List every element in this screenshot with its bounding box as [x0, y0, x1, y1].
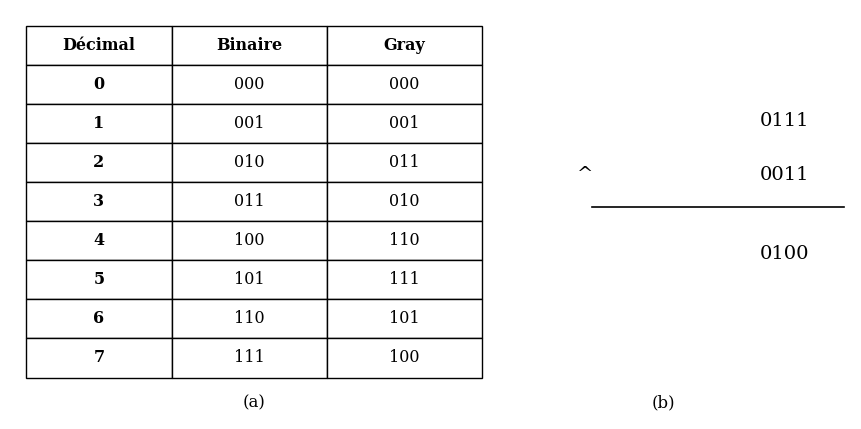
- Text: 010: 010: [389, 193, 420, 210]
- Bar: [26, 65, 172, 104]
- Bar: [327, 299, 482, 338]
- Bar: [172, 182, 327, 221]
- Bar: [327, 26, 482, 65]
- Text: 5: 5: [93, 271, 104, 288]
- Bar: [172, 338, 327, 378]
- Bar: [26, 338, 172, 378]
- Text: 6: 6: [93, 311, 104, 327]
- Bar: [327, 260, 482, 299]
- Text: 1: 1: [93, 115, 104, 132]
- Bar: [327, 143, 482, 182]
- Bar: [327, 182, 482, 221]
- Text: 111: 111: [389, 271, 420, 288]
- Bar: [327, 338, 482, 378]
- Bar: [26, 143, 172, 182]
- Bar: [327, 65, 482, 104]
- Text: 110: 110: [234, 311, 264, 327]
- Bar: [172, 65, 327, 104]
- Text: Binaire: Binaire: [216, 37, 282, 54]
- Text: 110: 110: [389, 232, 420, 249]
- Text: 001: 001: [234, 115, 264, 132]
- Bar: [327, 104, 482, 143]
- Text: 101: 101: [389, 311, 420, 327]
- Bar: [172, 260, 327, 299]
- Text: 010: 010: [234, 154, 264, 171]
- Bar: [26, 299, 172, 338]
- Text: 0011: 0011: [760, 166, 809, 184]
- Text: 0111: 0111: [760, 112, 809, 130]
- Text: (a): (a): [243, 395, 265, 412]
- Bar: [172, 26, 327, 65]
- Bar: [26, 104, 172, 143]
- Text: (b): (b): [651, 395, 675, 412]
- Text: 011: 011: [234, 193, 264, 210]
- Bar: [172, 104, 327, 143]
- Text: 111: 111: [234, 350, 265, 366]
- Text: 000: 000: [234, 76, 264, 93]
- Text: ^: ^: [577, 166, 594, 184]
- Bar: [26, 221, 172, 260]
- Text: 3: 3: [93, 193, 104, 210]
- Text: 0100: 0100: [760, 245, 809, 263]
- Bar: [172, 221, 327, 260]
- Bar: [26, 260, 172, 299]
- Bar: [26, 26, 172, 65]
- Text: 4: 4: [93, 232, 104, 249]
- Bar: [26, 182, 172, 221]
- Text: 2: 2: [93, 154, 104, 171]
- Text: Décimal: Décimal: [62, 37, 135, 54]
- Text: 000: 000: [389, 76, 420, 93]
- Bar: [172, 143, 327, 182]
- Bar: [327, 221, 482, 260]
- Text: 100: 100: [234, 232, 264, 249]
- Text: 7: 7: [93, 350, 104, 366]
- Text: 001: 001: [389, 115, 420, 132]
- Text: 0: 0: [93, 76, 104, 93]
- Bar: [172, 299, 327, 338]
- Text: 011: 011: [389, 154, 420, 171]
- Text: 101: 101: [234, 271, 264, 288]
- Text: 100: 100: [389, 350, 420, 366]
- Text: Gray: Gray: [384, 37, 425, 54]
